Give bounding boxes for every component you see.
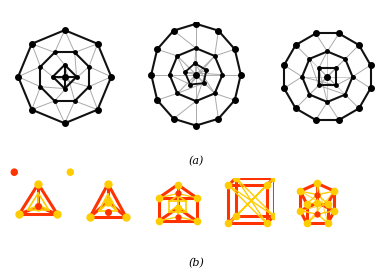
Text: Pyramid: Pyramid bbox=[94, 238, 122, 244]
Text: ●: ● bbox=[65, 167, 74, 177]
Text: (b): (b) bbox=[188, 258, 204, 269]
Text: Pentagonal
Prism: Pentagonal Prism bbox=[298, 238, 337, 251]
Text: Triangular
Prism: Triangular Prism bbox=[160, 238, 195, 251]
Text: S: S bbox=[29, 167, 34, 176]
Text: Tetrahedron: Tetrahedron bbox=[17, 238, 59, 244]
Text: ●: ● bbox=[10, 167, 18, 177]
Text: Cuboctahedron: Cuboctahedron bbox=[221, 238, 274, 244]
Text: Au: Au bbox=[87, 167, 98, 176]
Text: (a): (a) bbox=[188, 156, 204, 167]
